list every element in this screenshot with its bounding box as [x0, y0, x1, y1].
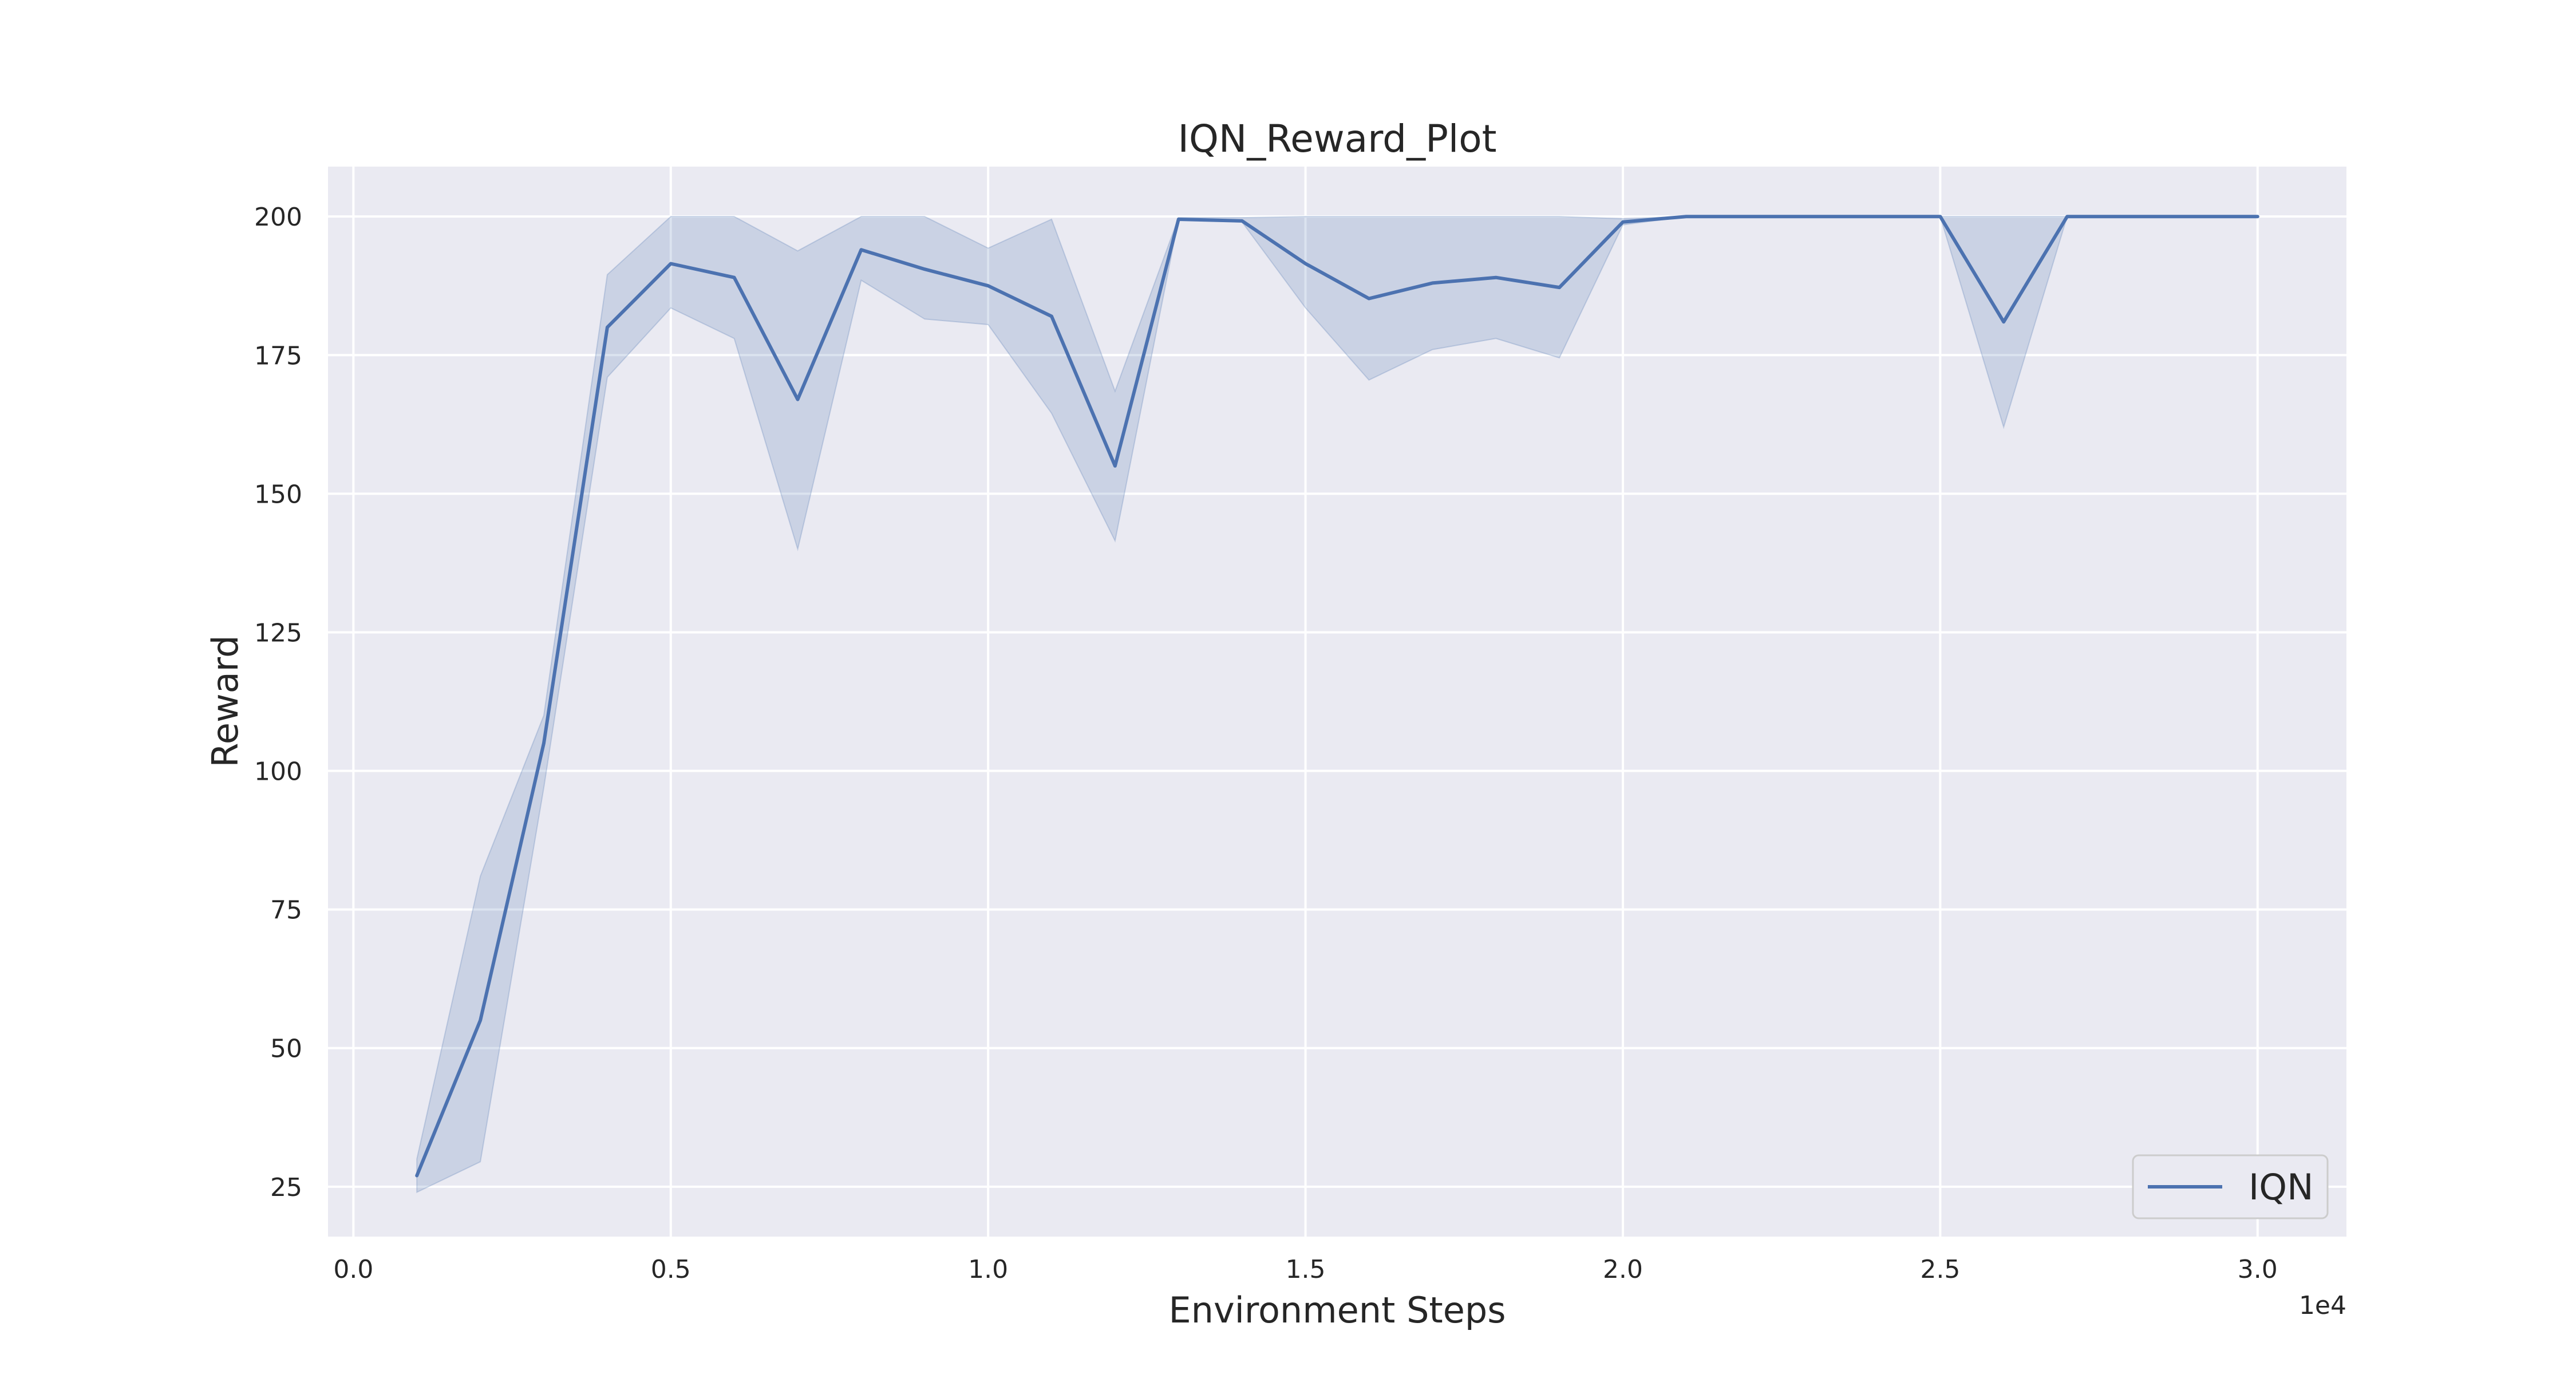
series-line-layer: [415, 215, 2259, 1178]
legend: IQN: [2132, 1154, 2329, 1219]
y-tick-label: 175: [254, 341, 302, 370]
x-tick-label: 0.0: [333, 1255, 373, 1284]
x-axis-offset-label: 1e4: [2299, 1291, 2346, 1320]
x-axis-ticks: 0.0 0.5 1.0 1.5 2.0 2.5 3.0: [333, 1255, 2277, 1284]
x-tick-label: 1.0: [968, 1255, 1008, 1284]
y-tick-label: 200: [254, 203, 302, 232]
y-axis-label: Reward: [204, 635, 246, 768]
series-line-iqn: [415, 215, 2259, 1178]
y-tick-label: 125: [254, 618, 302, 647]
legend-box: [2132, 1154, 2329, 1219]
chart-title: IQN_Reward_Plot: [1178, 117, 1497, 161]
plot-area: [328, 167, 2346, 1237]
x-tick-label: 1.5: [1286, 1255, 1326, 1284]
x-tick-label: 0.5: [651, 1255, 691, 1284]
y-tick-label: 50: [270, 1035, 302, 1064]
grid: [328, 167, 2346, 1237]
y-tick-label: 100: [254, 757, 302, 787]
y-tick-label: 150: [254, 480, 302, 509]
x-tick-label: 2.5: [1920, 1255, 1960, 1284]
x-axis-label: Environment Steps: [1168, 1289, 1506, 1331]
y-tick-label: 75: [270, 896, 302, 925]
x-tick-label: 3.0: [2238, 1255, 2278, 1284]
y-axis-ticks: 25 50 75 100 125 150 175 200: [254, 203, 302, 1202]
x-tick-label: 2.0: [1603, 1255, 1643, 1284]
legend-label: IQN: [2249, 1166, 2313, 1208]
y-tick-label: 25: [270, 1173, 302, 1202]
